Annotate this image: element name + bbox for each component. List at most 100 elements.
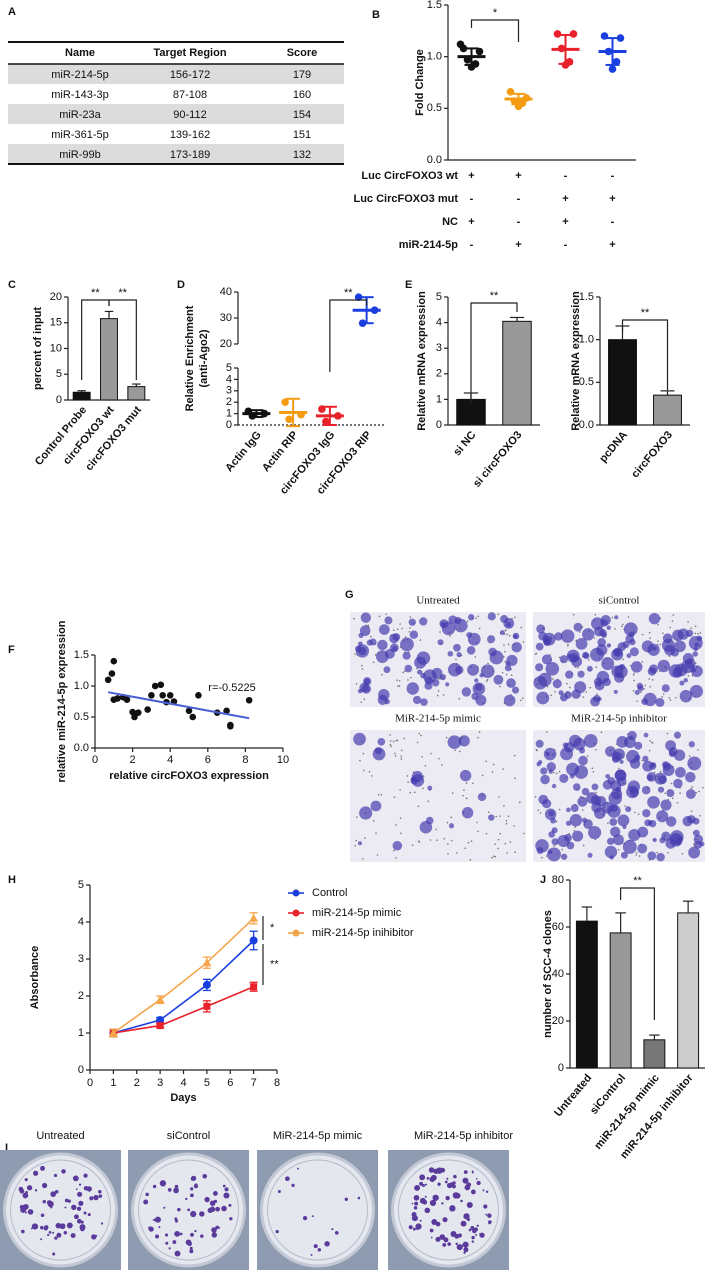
colony xyxy=(228,1203,232,1207)
x-tick-label: 0 xyxy=(87,1077,93,1089)
cell xyxy=(437,639,444,646)
cell xyxy=(560,853,568,860)
pore xyxy=(539,812,542,814)
pore xyxy=(592,771,595,773)
pore xyxy=(643,688,646,690)
y-tick-label: 0.5 xyxy=(74,711,89,723)
cell xyxy=(688,636,703,650)
colony xyxy=(331,1228,334,1231)
pore xyxy=(394,752,396,755)
cell xyxy=(503,618,515,629)
cell xyxy=(581,787,590,796)
pore xyxy=(636,700,638,703)
pore xyxy=(390,745,392,748)
pore xyxy=(651,742,654,744)
condition-label: miR-214-5p xyxy=(399,239,459,251)
colony xyxy=(487,1213,492,1218)
pore xyxy=(667,851,669,854)
y-tick-label: 1.0 xyxy=(74,680,89,692)
pore xyxy=(591,767,594,770)
cell xyxy=(512,686,520,694)
pore xyxy=(494,855,497,858)
pore xyxy=(662,693,665,695)
cell xyxy=(408,618,416,626)
data-point xyxy=(189,713,197,721)
cell xyxy=(548,810,555,817)
pore xyxy=(505,822,508,825)
colony xyxy=(173,1187,179,1194)
cell xyxy=(566,807,571,813)
table-header: Score xyxy=(287,47,318,59)
pore xyxy=(499,815,501,817)
pore xyxy=(672,614,675,616)
y-tick-label: 2 xyxy=(78,990,84,1002)
colony xyxy=(275,1229,279,1234)
cell xyxy=(672,629,684,641)
table-cell: miR-143-3p xyxy=(51,89,108,101)
y-tick-label: 20 xyxy=(50,291,62,303)
y-axis-label: (anti-Ago2) xyxy=(198,329,210,387)
colony xyxy=(55,1222,62,1229)
pore xyxy=(573,829,576,832)
pore xyxy=(558,808,561,811)
bar xyxy=(72,391,91,401)
pore xyxy=(574,826,577,828)
cell xyxy=(377,737,386,746)
colony xyxy=(446,1182,453,1189)
cell xyxy=(688,846,701,859)
y-axis-label: Relative Enrichment xyxy=(184,305,196,411)
colony xyxy=(476,1224,479,1227)
cell xyxy=(624,736,636,749)
colony xyxy=(221,1205,227,1212)
x-tick-label: 2 xyxy=(130,754,136,766)
pore xyxy=(688,755,691,757)
pore xyxy=(632,674,635,676)
pore xyxy=(368,770,371,773)
data-point xyxy=(569,30,578,38)
cell xyxy=(458,735,470,747)
pore xyxy=(586,755,589,757)
pore xyxy=(487,811,490,814)
image-label: MiR-214-5p mimic xyxy=(273,1130,363,1142)
pore xyxy=(410,676,412,679)
cell xyxy=(535,839,549,853)
pore xyxy=(429,839,432,841)
cell xyxy=(363,677,372,686)
colony xyxy=(209,1200,216,1206)
cell xyxy=(571,656,583,667)
colony xyxy=(59,1223,66,1230)
cell xyxy=(660,799,672,811)
condition-sign: + xyxy=(515,170,521,182)
x-tick-label: circFOXO3 xyxy=(629,429,675,480)
pore xyxy=(553,771,555,774)
pore xyxy=(395,739,397,742)
colony xyxy=(78,1183,82,1186)
colony xyxy=(174,1184,179,1189)
y-tick-label: 3 xyxy=(436,342,442,354)
pore xyxy=(478,731,481,733)
cell xyxy=(554,632,563,641)
colony xyxy=(42,1200,46,1204)
y-tick-label: 0 xyxy=(558,1062,564,1074)
y-tick-label: 30 xyxy=(220,312,232,324)
cell xyxy=(540,767,548,775)
cell xyxy=(692,651,698,657)
pore xyxy=(522,697,524,699)
data-point xyxy=(185,707,193,715)
pore xyxy=(360,701,363,704)
pore xyxy=(600,731,603,734)
colony xyxy=(419,1174,426,1181)
image-label: MiR-214-5p inhibitor xyxy=(414,1130,513,1142)
data-point xyxy=(616,34,625,42)
colony xyxy=(453,1174,457,1179)
colony xyxy=(415,1223,422,1230)
pore xyxy=(435,828,437,831)
colony xyxy=(285,1176,290,1182)
y-tick-label: 40 xyxy=(220,286,232,298)
colony xyxy=(190,1176,195,1181)
pore xyxy=(409,791,412,794)
x-tick-label: 1 xyxy=(110,1077,116,1089)
pore xyxy=(465,797,468,800)
colony xyxy=(89,1196,94,1201)
condition-sign: - xyxy=(564,170,568,182)
